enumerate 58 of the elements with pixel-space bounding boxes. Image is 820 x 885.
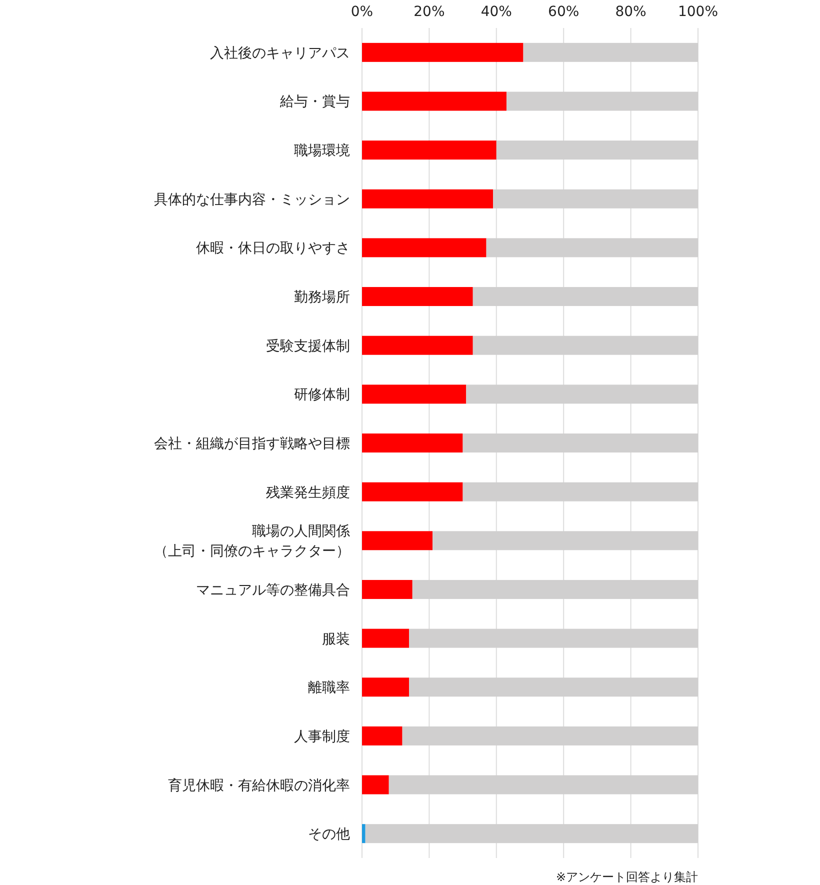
y-tick-label: 職場の人間関係（上司・同僚のキャラクター）	[154, 524, 350, 560]
bar	[402, 726, 698, 746]
y-tick-label: 入社後のキャリアパス	[210, 45, 350, 62]
bar	[362, 824, 366, 844]
y-tick-label: マニュアル等の整備具合	[196, 582, 350, 598]
bar	[506, 92, 698, 111]
y-tick-label: 人事制度	[294, 728, 350, 745]
bar	[388, 775, 698, 794]
bar	[362, 140, 496, 160]
bar	[362, 580, 412, 599]
bar	[486, 238, 698, 258]
y-tick-label: 残業発生頻度	[266, 484, 350, 501]
y-tick-label: 勤務場所	[294, 290, 350, 306]
bar	[362, 775, 389, 794]
y-tick-label: 具体的な仕事内容・ミッション	[154, 192, 350, 208]
bar	[362, 678, 410, 697]
y-tick-label: 離職率	[308, 680, 350, 696]
bar	[523, 42, 698, 62]
bar	[362, 384, 466, 404]
bar	[412, 580, 698, 599]
x-tick-label: 20%	[414, 4, 445, 20]
x-tick-label: 100%	[678, 4, 718, 20]
bar	[496, 140, 698, 160]
bar	[362, 434, 463, 452]
bar	[466, 384, 698, 404]
bar	[472, 336, 698, 355]
x-tick-label: 40%	[480, 4, 512, 20]
y-tick-label: その他	[308, 826, 350, 843]
x-tick-label: 60%	[548, 4, 580, 20]
bar	[362, 189, 494, 208]
text: ※アンケート回答より集計	[556, 870, 698, 884]
bar	[362, 482, 463, 502]
bar	[362, 238, 486, 258]
bar	[362, 92, 506, 111]
y-tick-label: 研修体制	[294, 387, 350, 404]
y-tick-label: 職場環境	[294, 143, 350, 160]
bar	[362, 628, 410, 648]
bar	[362, 42, 524, 62]
y-tick-label: 給与・賞与	[279, 94, 350, 110]
bar	[409, 628, 698, 648]
y-tick-label: 休暇・休日の取りやすさ	[196, 240, 350, 257]
bar	[409, 678, 698, 697]
bar	[362, 336, 473, 355]
bar	[365, 824, 698, 844]
x-tick-label: 80%	[615, 4, 646, 20]
bar	[362, 726, 402, 746]
y-tick-label: 育児休暇・有給休暇の消化率	[168, 776, 350, 794]
x-tick-label: 0%	[350, 4, 374, 20]
y-tick-label: 会社・組織が目指す戦略や目標	[154, 436, 350, 452]
y-tick-label: 服装	[322, 631, 350, 648]
bar	[493, 189, 698, 208]
bar	[432, 531, 698, 550]
bar	[362, 531, 433, 550]
y-tick-label: 受験支援体制	[266, 338, 350, 354]
bar	[462, 434, 698, 452]
bar	[462, 482, 698, 502]
bar	[362, 287, 473, 306]
bar	[472, 287, 698, 306]
